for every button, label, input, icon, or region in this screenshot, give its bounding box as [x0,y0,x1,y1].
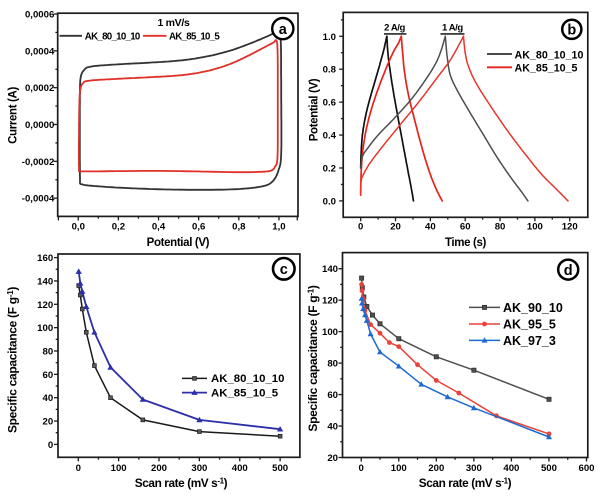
svg-text:b: b [567,23,576,39]
svg-text:Time (s): Time (s) [445,237,487,249]
svg-text:-0,0002: -0,0002 [22,157,55,168]
svg-text:400: 400 [232,463,248,474]
svg-text:c: c [280,262,288,278]
svg-text:Scan rate (mV s-1): Scan rate (mV s-1) [135,476,228,490]
svg-text:40: 40 [43,393,54,404]
svg-text:40: 40 [327,422,338,433]
svg-text:20: 20 [327,453,338,464]
svg-text:160: 160 [37,253,53,264]
svg-text:60: 60 [43,370,54,381]
svg-text:0,6: 0,6 [192,222,205,233]
svg-text:AK_97_3: AK_97_3 [503,334,556,348]
svg-text:500: 500 [272,463,288,474]
svg-text:0,2: 0,2 [112,222,125,233]
svg-text:0,0000: 0,0000 [25,120,54,131]
svg-text:140: 140 [37,276,53,287]
svg-text:0,4: 0,4 [152,222,166,233]
svg-text:0: 0 [76,463,81,474]
svg-text:120: 120 [562,222,578,233]
svg-text:120: 120 [37,300,53,311]
svg-text:120: 120 [322,296,338,307]
svg-text:1 A/g: 1 A/g [442,22,463,33]
svg-text:500: 500 [541,463,557,474]
svg-text:0,8: 0,8 [232,222,246,233]
svg-text:AK_85_10_5: AK_85_10_5 [515,62,578,74]
svg-text:0.2: 0.2 [323,163,336,174]
svg-text:Potential (V): Potential (V) [147,237,210,249]
svg-text:300: 300 [466,463,482,474]
svg-text:0: 0 [359,463,364,474]
svg-text:0.0: 0.0 [323,196,336,207]
svg-text:20: 20 [43,417,54,428]
svg-text:100: 100 [527,222,543,233]
svg-text:100: 100 [111,463,127,474]
svg-text:300: 300 [191,463,207,474]
svg-text:AK_80_10_10: AK_80_10_10 [515,49,584,61]
svg-text:0.6: 0.6 [323,98,336,109]
svg-text:a: a [279,22,288,38]
svg-text:200: 200 [151,463,167,474]
svg-text:2 A/g: 2 A/g [384,22,405,33]
svg-text:AK_95_5: AK_95_5 [503,317,556,331]
svg-text:80: 80 [327,359,338,370]
svg-text:Potential (V): Potential (V) [309,78,321,141]
svg-text:0,0002: 0,0002 [25,83,54,94]
svg-text:-0,0004: -0,0004 [22,194,55,205]
svg-text:100: 100 [391,463,407,474]
svg-text:0,0006: 0,0006 [25,10,54,21]
svg-text:Specific capacitance (F g-1): Specific capacitance (F g-1) [6,287,20,433]
svg-text:400: 400 [503,463,519,474]
svg-text:140: 140 [322,264,338,275]
svg-text:1 mV/s: 1 mV/s [157,17,190,29]
svg-text:Specific capacitance (F g-1): Specific capacitance (F g-1) [306,285,320,431]
svg-text:AK_85_10_5: AK_85_10_5 [211,387,279,399]
svg-text:0: 0 [358,222,363,233]
svg-text:80: 80 [43,347,54,358]
svg-text:60: 60 [327,390,338,401]
svg-text:0,0: 0,0 [72,222,85,233]
svg-text:AK_80_10_10: AK_80_10_10 [85,31,140,42]
svg-text:AK_90_10: AK_90_10 [503,301,563,315]
svg-text:1,0: 1,0 [272,222,285,233]
svg-text:0,0004: 0,0004 [25,46,55,57]
svg-text:100: 100 [37,323,53,334]
svg-text:AK_80_10_10: AK_80_10_10 [211,373,284,385]
svg-text:0.4: 0.4 [323,131,337,142]
svg-text:Current (A): Current (A) [7,87,19,144]
svg-text:Scan rate (mV s-1): Scan rate (mV s-1) [419,476,512,490]
svg-text:100: 100 [322,327,338,338]
svg-text:0.8: 0.8 [323,65,337,76]
svg-text:1.0: 1.0 [323,32,336,43]
svg-text:600: 600 [578,463,594,474]
svg-text:0: 0 [48,440,53,451]
svg-text:60: 60 [460,222,471,233]
svg-text:AK_85_10_5: AK_85_10_5 [169,31,220,42]
svg-text:40: 40 [425,222,436,233]
svg-text:20: 20 [390,222,401,233]
svg-text:80: 80 [495,222,506,233]
svg-text:200: 200 [428,463,444,474]
svg-text:d: d [564,263,573,279]
